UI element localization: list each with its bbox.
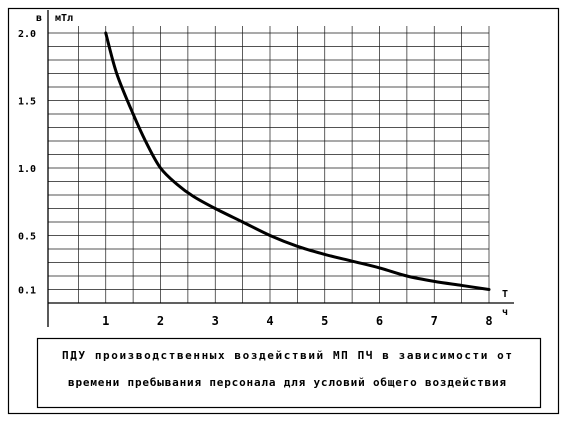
y-axis-label: в [36, 13, 42, 24]
x-tick-label: 5 [321, 314, 328, 328]
caption-line-2: времени пребывания персонала для условий… [68, 376, 506, 389]
outer-frame [7, 7, 560, 415]
y-tick-label: 2.0 [18, 29, 36, 40]
x-tick-label: 8 [485, 314, 492, 328]
tick-labels: 1 2 3 4 5 6 7 8 2.0 1.5 1.0 0.5 0.1 [18, 29, 493, 328]
grid [48, 26, 490, 303]
caption-box [36, 337, 542, 409]
y-tick-label: 0.5 [18, 232, 36, 243]
x-tick-label: 3 [212, 314, 219, 328]
x-tick-label: 4 [266, 314, 273, 328]
caption-line-1: ПДУ производственных воздействий МП ПЧ в… [62, 349, 512, 362]
x-tick-label: 1 [102, 314, 109, 328]
series-line [104, 31, 491, 291]
y-tick-label: 0.1 [18, 286, 36, 297]
x-axis-label: T [502, 289, 508, 300]
x-tick-label: 6 [376, 314, 383, 328]
x-tick-label: 7 [431, 314, 438, 328]
y-axis-unit: мТл [55, 13, 73, 24]
y-tick-label: 1.5 [18, 97, 36, 108]
x-axis-unit: ч [502, 307, 508, 318]
y-tick-label: 1.0 [18, 164, 36, 175]
x-tick-label: 2 [157, 314, 164, 328]
